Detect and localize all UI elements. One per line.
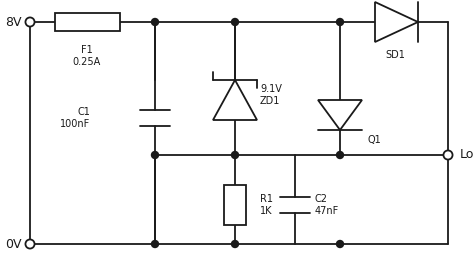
Circle shape — [337, 151, 344, 159]
Polygon shape — [318, 100, 362, 130]
Circle shape — [231, 19, 238, 25]
Circle shape — [152, 241, 158, 248]
Bar — [55, 13, 120, 31]
Circle shape — [444, 150, 453, 160]
Text: 0V: 0V — [6, 237, 22, 250]
Circle shape — [337, 19, 344, 25]
Circle shape — [231, 241, 238, 248]
Circle shape — [337, 241, 344, 248]
Text: C2
47nF: C2 47nF — [315, 194, 339, 216]
Bar — [224, 185, 246, 225]
Circle shape — [152, 151, 158, 159]
Circle shape — [26, 18, 35, 26]
Text: Load: Load — [460, 149, 474, 161]
Text: F1
0.25A: F1 0.25A — [73, 45, 101, 67]
Text: R1
1K: R1 1K — [260, 194, 273, 216]
Circle shape — [26, 239, 35, 249]
Polygon shape — [213, 80, 257, 120]
Text: 8V: 8V — [6, 15, 22, 29]
Text: 9.1V
ZD1: 9.1V ZD1 — [260, 84, 282, 106]
Text: SD1: SD1 — [385, 50, 405, 60]
Text: C1
100nF: C1 100nF — [60, 107, 90, 129]
Circle shape — [152, 19, 158, 25]
Circle shape — [231, 151, 238, 159]
Polygon shape — [375, 2, 418, 42]
Text: Q1: Q1 — [368, 135, 382, 145]
